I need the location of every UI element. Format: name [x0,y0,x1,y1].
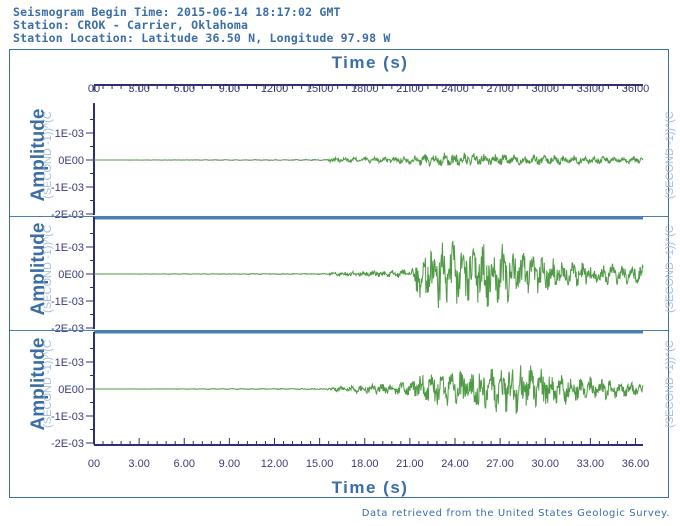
y-tick-label: -1E-03 [51,182,84,194]
x-tick-label-top: 30.00 [531,83,559,95]
y-tick-label: -2E-03 [51,438,84,450]
x-tick-label-top: 24.00 [441,83,469,95]
station-location: Station Location: Latitude 36.50 N, Long… [13,31,391,45]
y-axis-unit-right: (SECOND -1))^(C [664,340,676,428]
y-tick-label: 1E-03 [55,128,84,140]
x-tick-label-top: 12.00 [261,83,289,95]
data-source-credit: Data retrieved from the United States Ge… [361,508,670,519]
x-tick-label-top: 3.00 [128,83,149,95]
y-tick-label: 0E00 [58,155,84,167]
y-axis-unit: (SECOND -1))^(C [42,225,54,313]
station-name: Station: CROK - Carrier, Oklahoma [13,18,249,32]
y-axis-unit-right: (SECOND -1))^(C [664,225,676,313]
x-tick-label-top: 21.00 [396,83,424,95]
y-axis-title: Amplitude [28,223,49,316]
x-tick-label-top: 15.00 [306,83,334,95]
x-tick-label-top: 00 [88,83,100,95]
y-axis-unit-right: (SECOND -1))^(C [664,111,676,199]
y-tick-label: -1E-03 [51,411,84,423]
x-tick-label-top: 27.00 [486,83,514,95]
x-tick-label-bottom: 33.00 [577,458,605,470]
seismogram-trace [94,365,644,414]
x-tick-label-top: 33.00 [577,83,605,95]
y-axis-unit: (SECOND -1))^(C [42,340,54,428]
seismogram-trace [94,240,644,309]
x-tick-label-bottom: 9.00 [219,458,240,470]
x-axis-title-bottom: Time (s) [332,478,409,497]
x-tick-label-bottom: 00 [88,458,100,470]
x-tick-label-top: 9.00 [219,83,240,95]
y-tick-label: -2E-03 [51,323,84,335]
seismogram-trace [94,152,644,168]
x-tick-label-top: 36.00 [622,83,650,95]
x-tick-label-bottom: 18.00 [351,458,379,470]
y-axis-unit: (SECOND -1))^(C [42,111,54,199]
x-tick-label-bottom: 15.00 [306,458,334,470]
x-tick-label-bottom: 6.00 [174,458,195,470]
x-tick-label-bottom: 30.00 [531,458,559,470]
chart-frame [9,49,669,498]
x-tick-label-top: 6.00 [174,83,195,95]
y-axis-title: Amplitude [28,338,49,431]
y-tick-label: 0E00 [58,269,84,281]
x-tick-label-bottom: 36.00 [622,458,650,470]
y-tick-label: 1E-03 [55,242,84,254]
x-axis-title-top: Time (s) [332,53,409,72]
x-tick-label-bottom: 24.00 [441,458,469,470]
seismogram-begin-time: Seismogram Begin Time: 2015-06-14 18:17:… [13,5,341,19]
y-tick-label: 1E-03 [55,357,84,369]
y-tick-label: -1E-03 [51,296,84,308]
x-tick-label-bottom: 27.00 [486,458,514,470]
y-axis-title: Amplitude [28,109,49,202]
y-tick-label: -2E-03 [51,209,84,221]
x-tick-label-bottom: 3.00 [128,458,149,470]
x-tick-label-bottom: 21.00 [396,458,424,470]
y-tick-label: 0E00 [58,384,84,396]
x-tick-label-bottom: 12.00 [261,458,289,470]
x-tick-label-top: 18.00 [351,83,379,95]
